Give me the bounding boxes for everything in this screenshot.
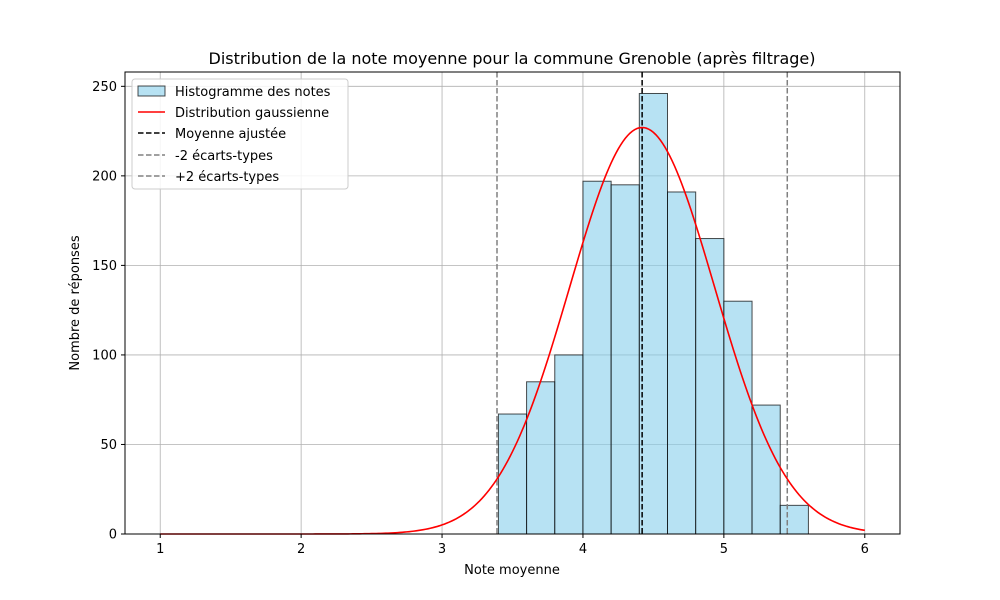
- x-tick-label: 1: [156, 542, 164, 557]
- legend-label-minus-2sd: -2 écarts-types: [175, 149, 273, 164]
- y-tick-label: 100: [92, 348, 117, 363]
- y-tick-label: 200: [92, 169, 117, 184]
- histogram-bar: [667, 191, 697, 535]
- x-tick-label: 6: [861, 542, 869, 557]
- reference-lines: [496, 72, 789, 534]
- histogram-bars: [497, 92, 809, 535]
- histogram-bar: [779, 504, 809, 535]
- histogram-bar: [695, 238, 725, 535]
- legend-label-mean: Moyenne ajustée: [175, 127, 286, 142]
- y-tick-label: 0: [109, 528, 117, 543]
- histogram-bar: [610, 184, 640, 535]
- x-tick-label: 2: [297, 542, 305, 557]
- histogram-bar: [526, 381, 556, 535]
- histogram-bar: [638, 92, 668, 535]
- histogram-bar: [554, 354, 584, 535]
- y-tick-label: 50: [100, 438, 117, 453]
- y-axis-label: Nombre de réponses: [68, 235, 83, 370]
- legend-label-gaussian: Distribution gaussienne: [175, 106, 329, 121]
- legend: Histogramme des notes Distribution gauss…: [131, 78, 349, 190]
- histogram-bar: [582, 180, 612, 535]
- chart-title: Distribution de la note moyenne pour la …: [209, 49, 816, 68]
- histogram-bar: [751, 404, 781, 535]
- x-tick-label: 3: [438, 542, 446, 557]
- axis-ticks: 1 2 3 4 5 6 0 50 100 150 200 250: [92, 80, 869, 557]
- legend-label-plus-2sd: +2 écarts-types: [175, 170, 279, 185]
- histogram-bar: [723, 300, 753, 535]
- x-tick-label: 5: [720, 542, 728, 557]
- legend-box: [131, 78, 349, 190]
- plot-frame: [124, 71, 901, 535]
- x-tick-label: 4: [579, 542, 587, 557]
- y-tick-label: 150: [92, 259, 117, 274]
- legend-swatch-histogram: [137, 85, 166, 97]
- legend-label-histogram: Histogramme des notes: [175, 85, 331, 100]
- x-axis-label: Note moyenne: [464, 563, 560, 578]
- y-tick-label: 250: [92, 80, 117, 95]
- histogram-bar: [497, 413, 528, 535]
